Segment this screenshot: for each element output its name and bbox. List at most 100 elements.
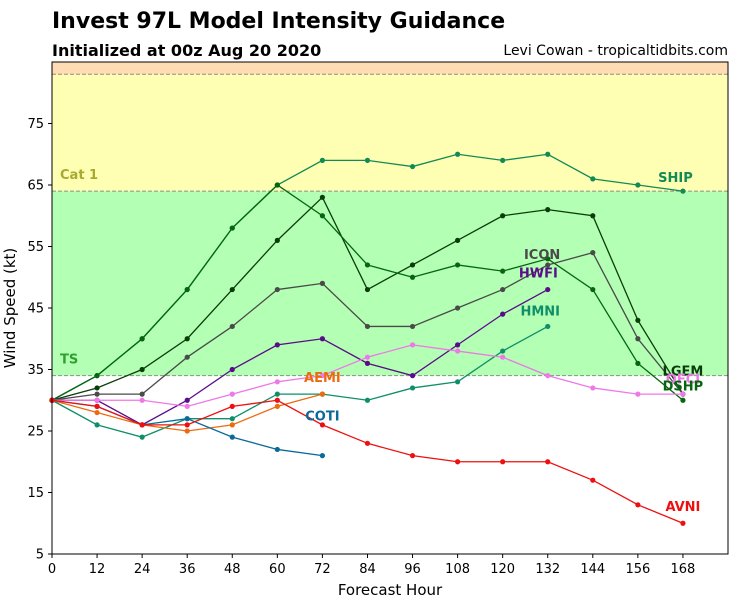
point-icon-72 <box>319 280 325 286</box>
point-avni-84 <box>364 440 371 446</box>
point-ship-144 <box>590 176 596 182</box>
band-1 <box>52 74 728 192</box>
point-coti-72 <box>319 453 325 459</box>
point-lgem-72 <box>319 194 325 200</box>
point-avni-132 <box>545 459 551 465</box>
point-hwfi-48 <box>229 366 235 373</box>
point-ship-72 <box>319 157 325 163</box>
point-coti-36 <box>184 416 190 422</box>
point-lgem-84 <box>364 286 371 293</box>
y-tick-label-45: 45 <box>27 302 44 317</box>
point-dshp-36 <box>184 286 190 293</box>
point-avni-36 <box>184 422 190 428</box>
point-lgem-108 <box>455 237 461 243</box>
point-icon-144 <box>590 250 596 256</box>
point-hmni-24 <box>139 434 145 440</box>
point-coti-48 <box>229 434 235 440</box>
point-hmni-96 <box>409 385 416 391</box>
point-lgem-24 <box>139 366 145 373</box>
point-icon-132 <box>545 262 551 268</box>
chart-credit: Levi Cowan - tropicaltidbits.com <box>503 43 728 59</box>
point-lgem-120 <box>500 213 506 219</box>
chart-title: Invest 97L Model Intensity Guidance <box>52 9 506 34</box>
series-label-ofci: OFCI <box>666 373 700 388</box>
point-hmni-12 <box>94 422 100 428</box>
intensity-bands: TS Cat 1 <box>52 62 728 376</box>
point-aemi-36 <box>184 428 190 434</box>
band-0 <box>52 191 728 376</box>
point-dshp-60 <box>274 182 280 188</box>
point-ofci-168 <box>680 391 686 397</box>
point-avni-96 <box>409 453 416 459</box>
series-lines <box>49 151 686 526</box>
point-ofci-72 <box>319 373 325 379</box>
point-lgem-132 <box>545 207 551 213</box>
point-dshp-84 <box>364 262 371 268</box>
point-lgem-48 <box>229 286 235 293</box>
point-hmni-108 <box>455 379 461 385</box>
x-tick-label-24: 24 <box>134 562 151 577</box>
point-aemi-48 <box>229 422 235 428</box>
point-avni-72 <box>319 422 325 428</box>
chart-subtitle: Initialized at 00z Aug 20 2020 <box>52 41 322 60</box>
series-label-lgem: LGEM <box>663 365 704 380</box>
point-coti-60 <box>274 446 280 453</box>
point-icon-84 <box>364 323 371 330</box>
point-dshp-132 <box>545 256 551 262</box>
point-avni-156 <box>635 502 641 508</box>
point-dshp-12 <box>94 373 100 379</box>
series-line-avni <box>51 399 684 524</box>
series-label-hwfi: HWFI <box>519 266 558 281</box>
point-avni-108 <box>455 459 461 465</box>
point-ship-96 <box>409 163 416 170</box>
y-tick-label-75: 75 <box>27 117 44 132</box>
point-dshp-24 <box>139 336 145 342</box>
x-tick-label-60: 60 <box>269 562 286 577</box>
point-avni-24 <box>139 422 145 428</box>
point-dshp-72 <box>319 213 325 219</box>
point-hwfi-84 <box>364 360 371 366</box>
point-lgem-36 <box>184 336 190 342</box>
point-ship-156 <box>635 182 641 188</box>
point-avni-60 <box>274 397 280 403</box>
point-ofci-84 <box>364 354 371 360</box>
x-tick-label-108: 108 <box>445 562 470 577</box>
point-ship-132 <box>545 151 551 157</box>
point-aemi-72 <box>319 391 325 397</box>
x-tick-label-156: 156 <box>625 562 650 577</box>
x-tick-label-144: 144 <box>580 562 605 577</box>
point-ofci-36 <box>184 403 190 409</box>
point-hwfi-96 <box>409 373 416 379</box>
point-avni-48 <box>229 403 235 409</box>
point-hmni-60 <box>274 391 280 397</box>
point-ofci-108 <box>455 348 461 354</box>
series-label-hmni: HMNI <box>520 304 560 319</box>
y-tick-label-25: 25 <box>27 425 44 440</box>
point-hwfi-60 <box>274 342 280 348</box>
point-icon-96 <box>409 323 416 330</box>
point-ofci-24 <box>139 397 145 403</box>
point-ofci-60 <box>274 379 280 385</box>
x-tick-label-120: 120 <box>490 562 515 577</box>
point-hwfi-72 <box>319 336 325 342</box>
point-icon-108 <box>455 305 461 311</box>
x-tick-label-36: 36 <box>179 562 196 577</box>
point-ship-120 <box>500 157 506 163</box>
x-tick-label-12: 12 <box>89 562 106 577</box>
point-ofci-120 <box>500 354 506 360</box>
point-lgem-60 <box>274 237 280 243</box>
series-label-icon: ICON <box>524 248 560 263</box>
point-ofci-96 <box>409 342 416 348</box>
series-line-hwfi <box>52 288 549 426</box>
x-tick-label-48: 48 <box>224 562 241 577</box>
series-label-ship: SHIP <box>658 171 693 186</box>
point-icon-36 <box>184 354 190 360</box>
point-icon-120 <box>500 286 506 293</box>
series-label-dshp: DSHP <box>663 379 704 394</box>
x-tick-label-132: 132 <box>535 562 560 577</box>
point-ship-84 <box>364 157 371 163</box>
point-hmni-84 <box>364 397 371 403</box>
point-avni-144 <box>590 477 596 483</box>
